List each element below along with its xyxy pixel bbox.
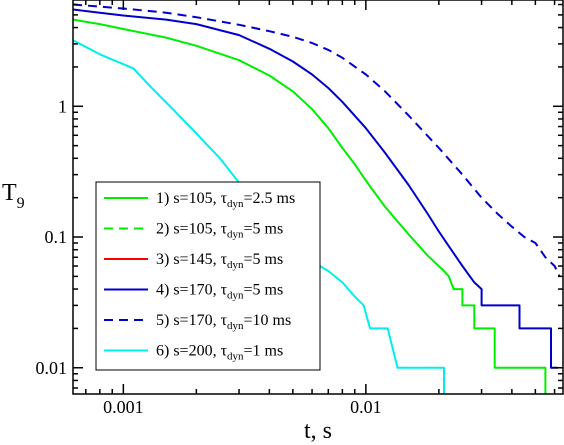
legend: 1) s=105, τdyn=2.5 ms 2) s=105, τdyn=5 ms… [95, 181, 321, 371]
legend-label-5: 5) s=170, τdyn=10 ms [156, 312, 291, 332]
legend-label-2: 2) s=105, τdyn=5 ms [156, 221, 283, 241]
x-tick-label: 0.001 [103, 397, 144, 417]
y-axis-title-sub: 9 [17, 195, 25, 212]
legend-box [95, 181, 321, 371]
series-line-4 [73, 8, 558, 369]
y-axis-title: T9 [2, 180, 25, 212]
legend-label-3: 3) s=145, τdyn=5 ms [156, 251, 283, 271]
x-axis-title: t, s [304, 418, 332, 444]
y-tick-label: 1 [58, 96, 67, 116]
legend-label-4: 4) s=170, τdyn=5 ms [156, 282, 283, 302]
legend-label-1: 1) s=105, τdyn=2.5 ms [156, 190, 295, 210]
series-line-5 [73, 3, 561, 277]
y-tick-label: 0.01 [36, 358, 68, 378]
series-line-1 [73, 18, 547, 394]
y-tick-label: 0.1 [45, 227, 68, 247]
x-tick-label: 0.01 [350, 397, 382, 417]
legend-label-6: 6) s=200, τdyn=1 ms [156, 343, 283, 363]
tick-layer: 0.001 0.01 0.01 0.1 1 [36, 0, 563, 417]
y-axis-title-main: T [2, 180, 17, 206]
